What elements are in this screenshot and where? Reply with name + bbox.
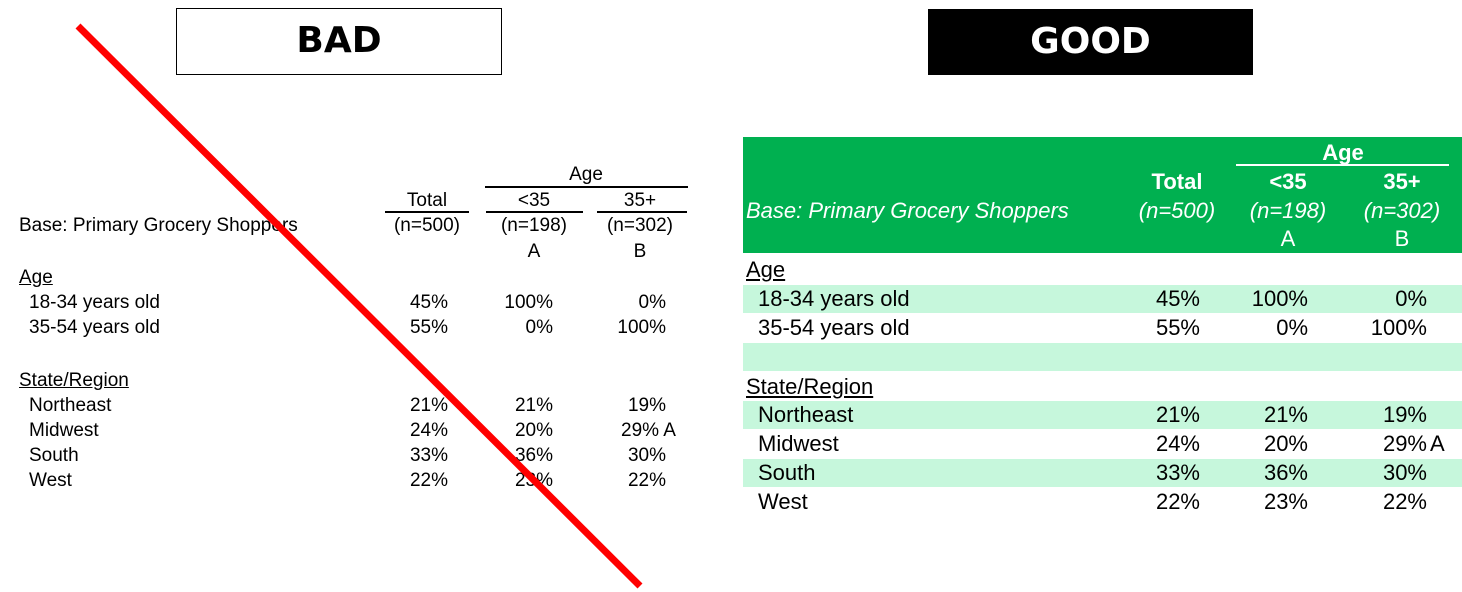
good-row-label: Northeast	[758, 402, 854, 427]
good-row-value: 55%	[1155, 315, 1200, 340]
bad-col-35plus-letter: B	[633, 241, 647, 262]
good-col-under35-n: (n=198)	[1249, 198, 1327, 223]
good-band	[743, 343, 1462, 371]
bad-col-35plus-rule	[597, 211, 687, 213]
bad-col-under35-letter: A	[527, 241, 541, 262]
bad-row-label: Midwest	[29, 420, 99, 441]
bad-col-under35-n: (n=198)	[500, 215, 568, 236]
good-band	[743, 459, 1462, 487]
bad-col-under35-rule	[486, 211, 583, 213]
good-row-value: 23%	[1263, 489, 1308, 514]
bad-col-total-n: (n=500)	[393, 215, 461, 236]
bad-row-label: 18-34 years old	[29, 292, 160, 313]
bad-row-label: West	[29, 470, 72, 491]
good-col-total-label: Total	[1151, 169, 1203, 194]
bad-row-value: 24%	[409, 420, 448, 441]
good-col-total-n: (n=500)	[1138, 198, 1216, 223]
bad-row-value: 100%	[617, 317, 666, 338]
good-col-35plus-label: 35+	[1383, 169, 1421, 194]
bad-row-value: 100%	[504, 292, 553, 313]
good-row-value: 24%	[1155, 431, 1200, 456]
bad-row-value: 21%	[409, 395, 448, 416]
bad-col-35plus-label: 35+	[623, 190, 657, 211]
bad-col-35plus-n: (n=302)	[606, 215, 674, 236]
good-band	[743, 285, 1462, 313]
bad-row-value: 22%	[409, 470, 448, 491]
bad-row-value: 20%	[514, 420, 553, 441]
bad-row-value: 29% A	[621, 420, 676, 441]
good-section-title: Age	[746, 257, 786, 282]
good-table-header	[743, 137, 1462, 253]
good-col-under35-label: <35	[1269, 169, 1307, 194]
good-row-value: 100%	[1251, 286, 1308, 311]
bad-row-value: 0%	[638, 292, 666, 313]
bad-col-total-label: Total	[406, 190, 448, 211]
good-row-value: 22%	[1382, 489, 1427, 514]
good-row-value: 30%	[1382, 460, 1427, 485]
bad-row-value: 55%	[409, 317, 448, 338]
good-row-value: 100%	[1370, 315, 1427, 340]
red-strike-line	[75, 23, 643, 589]
bad-base-label: Base: Primary Grocery Shoppers	[19, 215, 298, 236]
good-section-title: State/Region	[746, 374, 874, 399]
good-age-group-header: Age	[1322, 140, 1364, 165]
bad-row-value: 45%	[409, 292, 448, 313]
bad-age-group-header: Age	[569, 164, 603, 185]
bad-row-value: 30%	[627, 445, 666, 466]
good-age-group-rule	[1236, 164, 1449, 166]
good-base-label: Base: Primary Grocery Shoppers	[746, 198, 1069, 223]
good-row-value: 22%	[1155, 489, 1200, 514]
good-banner: GOOD	[928, 9, 1253, 75]
good-row-value: 45%	[1155, 286, 1200, 311]
bad-section-title: State/Region	[19, 370, 129, 391]
good-band	[743, 401, 1462, 429]
good-col-35plus-letter: B	[1394, 226, 1410, 251]
bad-section-title: Age	[19, 267, 53, 288]
good-row-label: 18-34 years old	[758, 286, 910, 311]
good-sig-letter: A	[1430, 431, 1445, 456]
bad-col-total-rule	[385, 211, 469, 213]
good-row-label: Midwest	[758, 431, 839, 456]
good-row-value: 21%	[1155, 402, 1200, 427]
bad-row-value: 22%	[627, 470, 666, 491]
good-row-value: 29%	[1382, 431, 1427, 456]
good-col-under35-letter: A	[1280, 226, 1296, 251]
bad-row-label: Northeast	[29, 395, 112, 416]
good-row-value: 21%	[1263, 402, 1308, 427]
bad-col-under35-label: <35	[517, 190, 551, 211]
good-row-label: 35-54 years old	[758, 315, 910, 340]
bad-row-value: 33%	[409, 445, 448, 466]
bad-row-value: 36%	[514, 445, 553, 466]
good-row-value: 0%	[1395, 286, 1427, 311]
bad-row-label: 35-54 years old	[29, 317, 160, 338]
good-row-value: 36%	[1263, 460, 1308, 485]
good-row-value: 0%	[1276, 315, 1308, 340]
good-row-label: South	[758, 460, 816, 485]
bad-row-value: 21%	[514, 395, 553, 416]
bad-age-group-rule	[485, 186, 688, 188]
good-row-label: West	[758, 489, 808, 514]
good-row-value: 19%	[1382, 402, 1427, 427]
bad-banner: BAD	[176, 8, 502, 75]
bad-row-label: South	[29, 445, 79, 466]
good-row-value: 20%	[1263, 431, 1308, 456]
bad-row-value: 0%	[525, 317, 553, 338]
bad-row-value: 19%	[627, 395, 666, 416]
good-col-35plus-n: (n=302)	[1363, 198, 1441, 223]
good-row-value: 33%	[1155, 460, 1200, 485]
